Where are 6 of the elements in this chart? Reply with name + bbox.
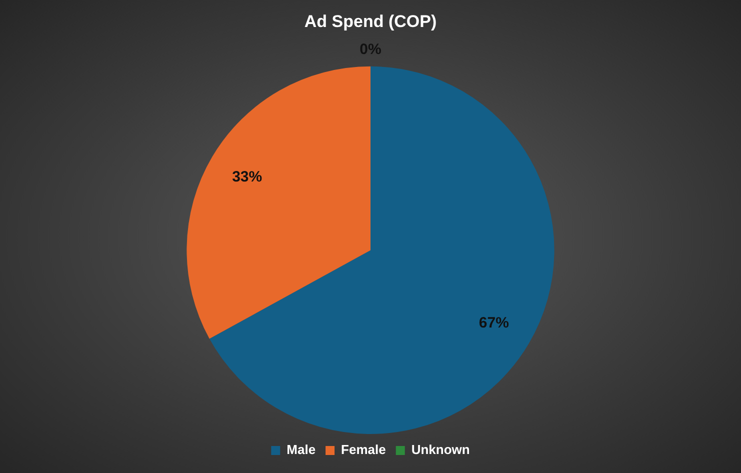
legend-label: Female	[341, 442, 386, 458]
data-label: 33%	[232, 168, 262, 186]
chart-title: Ad Spend (COP)	[304, 12, 437, 31]
legend-label: Male	[286, 442, 316, 458]
data-label: 67%	[478, 314, 509, 332]
legend-label: Unknown	[411, 442, 470, 458]
